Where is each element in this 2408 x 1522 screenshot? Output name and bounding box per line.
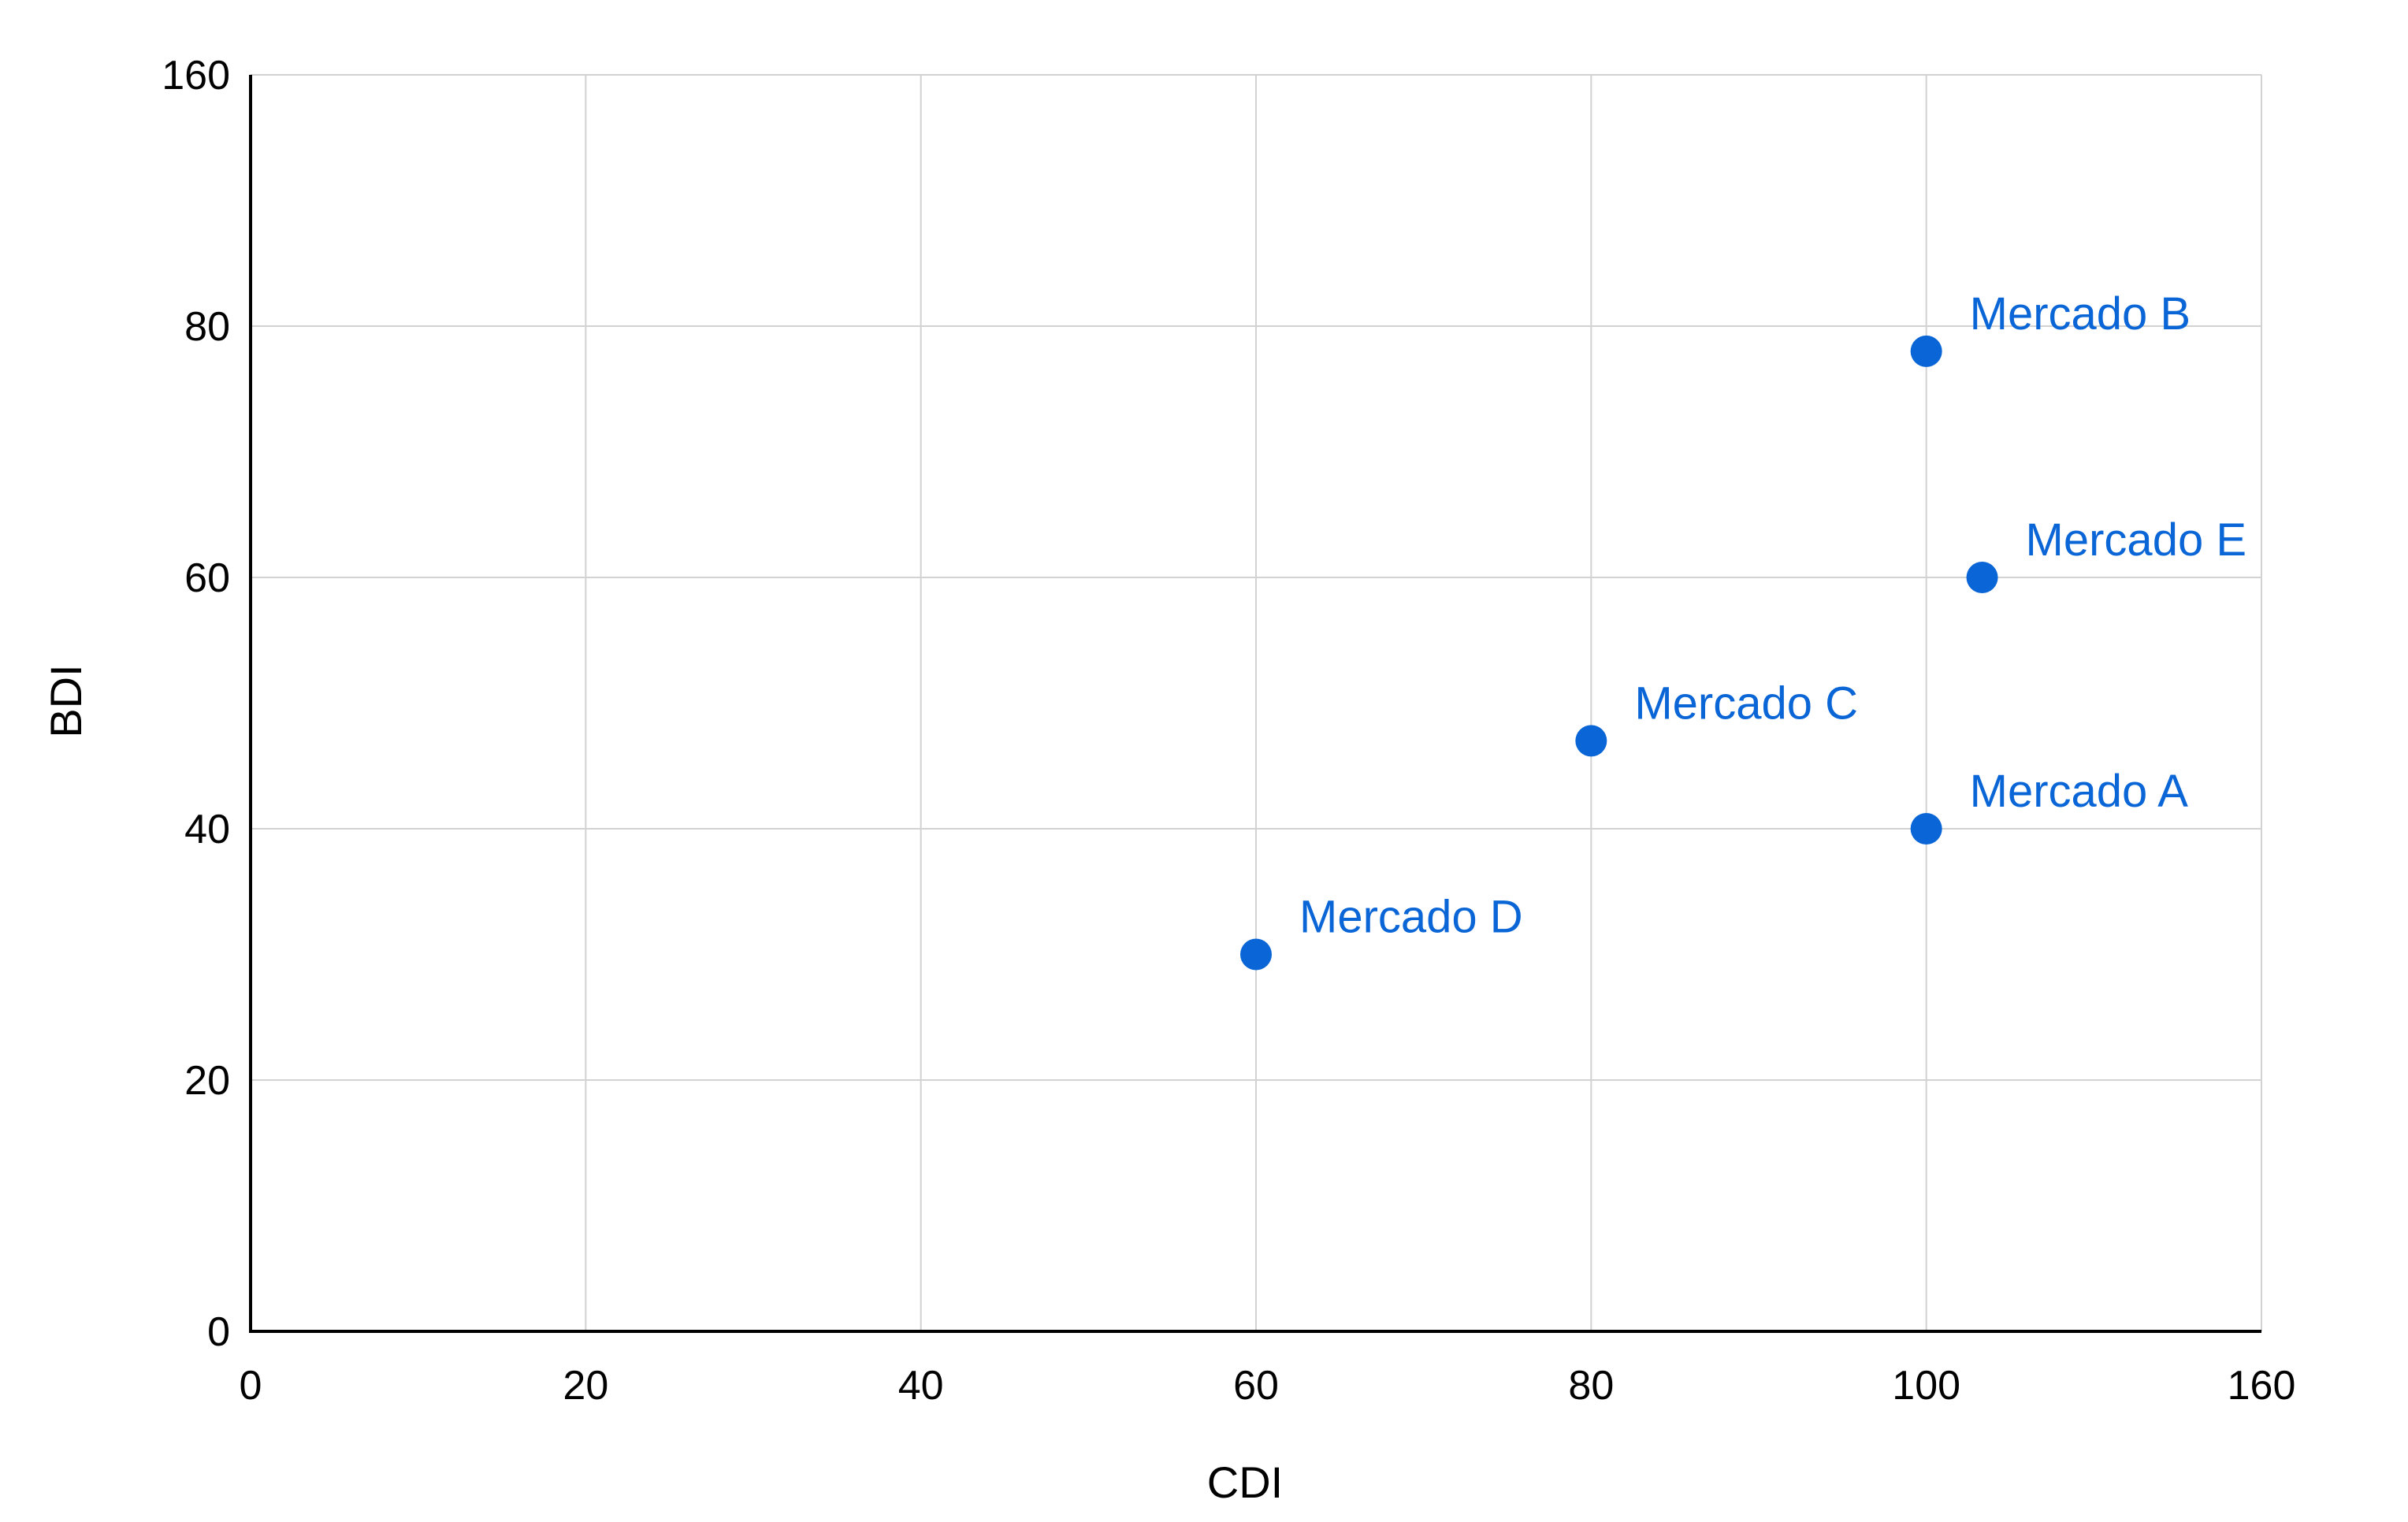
y-tick-label: 60 [184,555,230,601]
x-tick-label: 100 [1892,1363,1960,1409]
x-tick-label: 20 [563,1363,608,1409]
data-point [1240,938,1272,971]
data-point-label: Mercado D [1299,892,1523,943]
data-point [1966,562,1998,593]
y-tick-label: 20 [184,1058,230,1104]
x-tick-label: 60 [1233,1363,1279,1409]
data-point-label: Mercado B [1970,288,2191,340]
y-axis-label: BDI [41,664,91,737]
x-axis-label: CDI [1207,1457,1283,1507]
data-point [1575,725,1607,757]
x-tick-label: 40 [898,1363,944,1409]
data-point-label: Mercado C [1634,677,1858,729]
y-tick-label: 40 [184,807,230,852]
gridlines [250,74,2262,1332]
data-point [1910,335,1942,367]
data-points: Mercado A Mercado B Mercado C Mercado D Merc… [1240,288,2246,971]
data-point [1910,813,1942,845]
x-tick-label: 80 [1568,1363,1614,1409]
y-tick-label: 160 [162,53,230,98]
data-point-label: Mercado E [2026,514,2246,566]
y-tick-label: 80 [184,304,230,350]
x-tick-label: 0 [240,1363,262,1409]
tick-labels: 0 20 40 60 80 100 160 0 20 40 60 80 160 [162,53,2295,1409]
axes [249,75,2261,1333]
y-tick-label: 0 [207,1309,230,1355]
data-point-label: Mercado A [1970,766,2189,817]
x-tick-label: 160 [2228,1363,2296,1409]
